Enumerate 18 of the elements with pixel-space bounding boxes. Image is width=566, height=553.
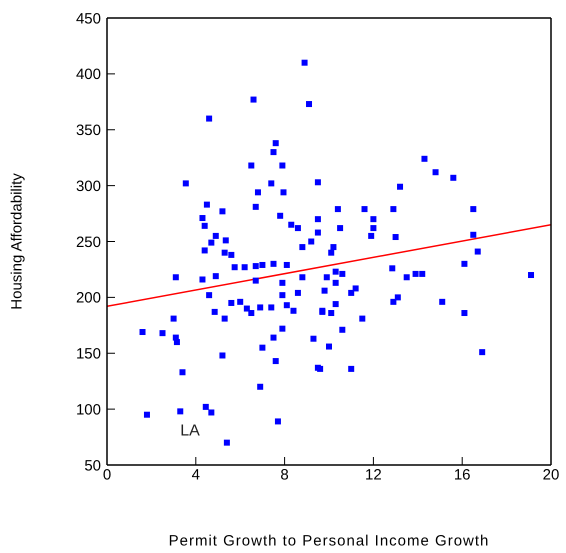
y-tick-label: 50 [84,457,101,474]
annotation: LA [180,422,200,440]
x-tick-label: 4 [192,466,200,484]
x-tick-label: 16 [454,466,471,484]
x-tick-label: 20 [542,466,560,484]
y-tick-label: 400 [76,66,101,84]
y-axis-title: Housing Affordability [8,172,26,310]
x-tick-label: 8 [280,466,289,484]
y-tick-label: 150 [76,346,101,363]
y-tick-label: 250 [76,234,101,251]
y-tick-label: 350 [76,122,101,140]
y-tick-label: 200 [76,290,101,307]
x-tick-label: 0 [102,466,112,484]
y-tick-label: 450 [76,10,101,28]
x-axis-title: Permit Growth to Personal Income Growth [168,532,490,550]
y-tick-label: 100 [76,401,101,418]
y-tick-label: 300 [76,178,101,195]
x-tick-label: 12 [365,466,382,484]
